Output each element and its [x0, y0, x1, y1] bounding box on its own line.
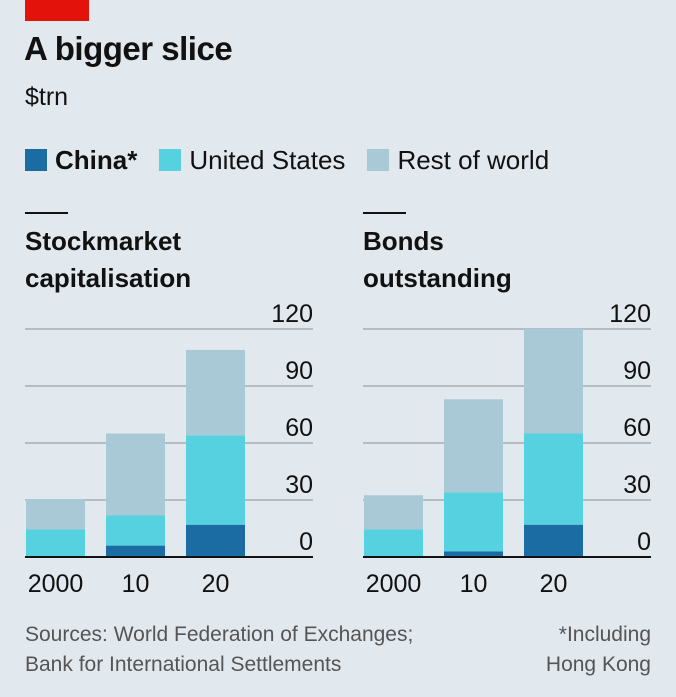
panel-bonds: Bonds outstanding 0 30 60 90 120 2000 10 20 [363, 212, 676, 612]
bar-us-2000 [364, 529, 423, 557]
footnote: *Including Hong Kong [545, 623, 651, 676]
legend-label-china: China* [55, 144, 138, 175]
legend-label-rest-of-world: Rest of world [397, 144, 550, 175]
x-tick-label: 10 [122, 570, 150, 598]
legend-item-rest-of-world: Rest of world [367, 145, 549, 176]
x-tick-label: 2000 [366, 570, 422, 598]
chart-subtitle: $trn [25, 83, 69, 111]
legend-label-united-states: United States [189, 144, 346, 175]
bar-rest-20 [524, 329, 583, 434]
y-tick-label: 90 [285, 357, 313, 385]
x-tick-label: 20 [540, 570, 568, 598]
legend: China* United States Rest of world [25, 144, 571, 176]
panel-title-bonds: Bonds outstanding [363, 226, 512, 293]
y-tick-label: 60 [285, 414, 313, 442]
bar-china-10 [106, 545, 165, 557]
y-tick-label: 120 [271, 300, 313, 328]
legend-item-united-states: United States [159, 145, 345, 176]
y-tick-label: 30 [623, 471, 651, 499]
x-tick-label: 10 [460, 570, 488, 598]
sources-note: Sources: World Federation of Exchanges; … [25, 623, 414, 676]
plot-stockmarket: 0 30 60 90 120 2000 10 20 [25, 300, 313, 598]
y-tick-label: 30 [285, 471, 313, 499]
bar-rest-2000 [26, 499, 85, 530]
panel-stockmarket: Stockmarket capitalisation 0 30 60 90 120 200… [25, 212, 345, 612]
chart-title: A bigger slice [24, 30, 233, 67]
bar-us-20 [186, 435, 245, 525]
legend-item-china: China* [25, 145, 137, 176]
bar-rest-20 [186, 349, 245, 436]
brand-red-tag [25, 0, 89, 21]
bar-china-20 [524, 524, 583, 557]
bar-us-10 [106, 515, 165, 546]
y-tick-label: 90 [623, 357, 651, 385]
legend-swatch-rest-of-world [367, 149, 390, 171]
bar-china-10 [444, 551, 503, 557]
bar-rest-10 [444, 399, 503, 493]
legend-swatch-china [25, 149, 47, 171]
y-tick-label: 0 [299, 528, 313, 556]
bar-rest-2000 [364, 495, 423, 530]
panel-title-stockmarket: Stockmarket capitalisation [25, 226, 192, 293]
plot-bonds: 0 30 60 90 120 2000 10 20 [363, 300, 651, 598]
legend-swatch-united-states [159, 149, 182, 171]
x-tick-label: 20 [202, 570, 230, 598]
y-tick-label: 60 [623, 414, 651, 442]
bar-us-20 [524, 433, 583, 525]
y-tick-label: 0 [637, 528, 651, 556]
y-tick-label: 120 [609, 300, 651, 328]
panel-rule [25, 212, 68, 214]
bar-us-10 [444, 492, 503, 552]
x-tick-label: 2000 [28, 570, 84, 598]
bar-china-20 [186, 524, 245, 557]
panel-rule [363, 212, 406, 214]
bar-us-2000 [26, 529, 85, 557]
bar-rest-10 [106, 433, 165, 516]
